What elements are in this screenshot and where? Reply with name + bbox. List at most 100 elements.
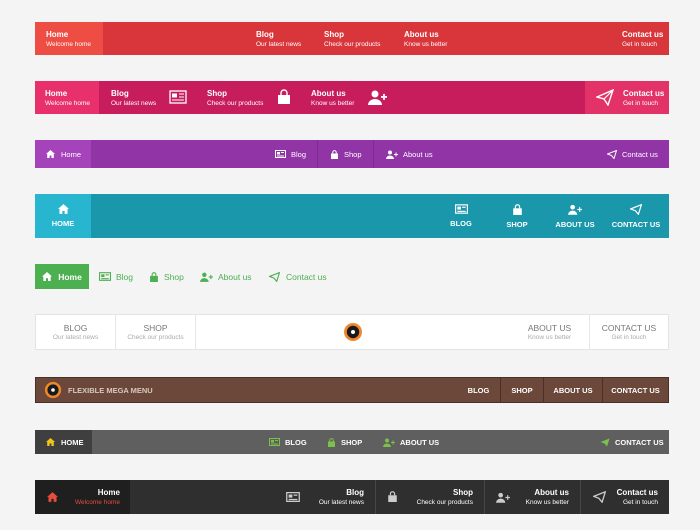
nav-item-about[interactable]: ABOUT US	[551, 194, 599, 238]
nav-item-shop[interactable]: Shop Check our products	[313, 22, 380, 55]
nav-item-shop[interactable]: Shop Check our products	[207, 81, 297, 114]
add-user-icon	[568, 204, 582, 215]
shopping-bag-icon	[149, 271, 159, 282]
nav-item-title: About us	[404, 30, 439, 39]
nav-item-title: SHOP	[506, 219, 528, 229]
logo-icon	[343, 322, 363, 342]
nav-item-subtitle: Welcome home	[74, 499, 120, 506]
nav-bar-pink: Home Welcome home Blog Our latest news S…	[35, 81, 669, 114]
nav-item-contact[interactable]: Contact us Get in touch	[580, 480, 669, 514]
nav-bar-teal: HOME BLOG SHOP ABOUT US CONTACT US	[35, 194, 669, 238]
nav-item-blog[interactable]: BLOG	[457, 378, 500, 402]
nav-item-title: Shop	[344, 149, 362, 159]
add-user-icon	[496, 492, 510, 503]
nav-item-about[interactable]: About us Know us better	[393, 22, 447, 55]
nav-item-contact[interactable]: Contact us Get in touch	[585, 81, 669, 114]
nav-item-title: About us	[403, 149, 433, 159]
brand[interactable]: FLEXIBLE MEGA MENU	[44, 378, 153, 402]
nav-item-title: Home	[61, 149, 82, 159]
newspaper-icon	[454, 204, 468, 214]
nav-item-home[interactable]: HOME	[35, 430, 92, 454]
nav-item-blog[interactable]: Blog Our latest news	[111, 81, 191, 114]
nav-item-contact[interactable]: CONTACT US	[602, 378, 668, 402]
nav-item-title: HOME	[51, 219, 75, 228]
nav-item-title: Contact us	[616, 488, 658, 497]
nav-item-subtitle: Check our products	[127, 333, 184, 341]
nav-item-subtitle: Know us better	[404, 41, 448, 48]
nav-item-title: Contact us	[622, 30, 664, 39]
nav-item-blog[interactable]: BLOG	[269, 430, 307, 454]
add-user-icon	[383, 438, 395, 447]
nav-item-shop[interactable]: Shop	[149, 264, 184, 289]
nav-item-blog[interactable]: BLOG Our latest news	[36, 315, 116, 349]
nav-item-title: ABOUT US	[553, 385, 593, 395]
nav-item-title: About us	[218, 271, 252, 282]
home-icon	[46, 150, 55, 158]
nav-item-title: About us	[534, 488, 569, 497]
brand-name: FLEXIBLE MEGA MENU	[68, 385, 153, 395]
nav-item-title: About us	[311, 89, 346, 98]
nav-bar-red: Home Welcome home Blog Our latest news S…	[35, 22, 669, 55]
nav-item-title: Blog	[346, 488, 364, 497]
nav-item-about[interactable]: ABOUT US	[383, 430, 439, 454]
nav-item-home[interactable]: Home Welcome home	[35, 81, 99, 114]
nav-item-shop[interactable]: SHOP	[327, 430, 362, 454]
home-icon	[46, 438, 55, 446]
add-user-icon	[200, 272, 213, 282]
nav-item-subtitle: Welcome home	[46, 41, 92, 48]
shopping-bag-icon	[327, 437, 336, 447]
newspaper-icon	[99, 272, 111, 281]
nav-item-shop[interactable]: SHOP	[501, 194, 533, 238]
nav-item-contact[interactable]: Contact us	[607, 140, 658, 168]
paper-plane-icon	[593, 491, 606, 503]
nav-item-about[interactable]: About us	[200, 264, 252, 289]
nav-item-subtitle: Check our products	[207, 100, 264, 107]
nav-item-home[interactable]: Home Welcome home	[35, 22, 103, 55]
nav-item-shop[interactable]: SHOP	[500, 378, 543, 402]
nav-item-title: ABOUT US	[555, 219, 595, 229]
nav-item-title: BLOG	[63, 322, 88, 333]
nav-item-blog[interactable]: Blog	[99, 264, 133, 289]
nav-item-title: HOME	[61, 437, 84, 447]
nav-bar-dark: Home Welcome home Blog Our latest news S…	[35, 480, 669, 514]
paper-plane-icon	[596, 89, 614, 106]
paper-plane-icon	[600, 438, 610, 447]
nav-item-contact[interactable]: Contact us	[269, 264, 327, 289]
add-user-icon	[368, 89, 388, 105]
nav-item-shop[interactable]: Shop	[317, 140, 373, 168]
nav-item-home[interactable]: Home	[35, 264, 89, 289]
nav-item-contact[interactable]: CONTACT US	[600, 430, 664, 454]
nav-item-subtitle: Our latest news	[111, 100, 157, 107]
nav-item-shop[interactable]: SHOP Check our products	[116, 315, 196, 349]
nav-item-title: BLOG	[285, 437, 307, 447]
nav-item-about[interactable]: ABOUT US	[543, 378, 602, 402]
nav-item-subtitle: Get in touch	[623, 100, 659, 107]
nav-item-about[interactable]: About us Know us better	[311, 81, 391, 114]
nav-item-about[interactable]: ABOUT US Know us better	[510, 315, 590, 349]
logo[interactable]	[342, 315, 364, 349]
nav-item-home[interactable]: HOME	[35, 194, 91, 238]
nav-item-blog[interactable]: Blog Our latest news	[283, 480, 375, 514]
nav-item-title: CONTACT US	[601, 322, 657, 333]
nav-item-about[interactable]: About us Know us better	[484, 480, 580, 514]
nav-item-title: Shop	[453, 488, 473, 497]
nav-item-title: Blog	[256, 30, 274, 39]
nav-item-home[interactable]: Home Welcome home	[35, 480, 130, 514]
nav-item-home[interactable]: Home	[35, 140, 91, 168]
nav-item-title: BLOG	[450, 219, 472, 228]
home-icon	[47, 492, 58, 502]
nav-item-contact[interactable]: CONTACT US Get in touch	[590, 315, 668, 349]
nav-item-title: Shop	[324, 30, 344, 39]
nav-item-shop[interactable]: Shop Check our products	[375, 480, 484, 514]
nav-item-blog[interactable]: Blog Our latest news	[245, 22, 301, 55]
nav-item-about[interactable]: About us	[373, 140, 453, 168]
nav-item-blog[interactable]: Blog	[267, 140, 317, 168]
nav-item-contact[interactable]: CONTACT US	[609, 194, 663, 238]
nav-item-blog[interactable]: BLOG	[445, 194, 477, 238]
nav-item-contact[interactable]: Contact us Get in touch	[611, 22, 663, 55]
nav-item-subtitle: Get in touch	[622, 499, 658, 506]
nav-item-title: Blog	[116, 271, 134, 282]
home-icon	[57, 204, 69, 214]
nav-bar-gray: HOME BLOG SHOP ABOUT US CONTACT US	[35, 430, 669, 454]
nav-item-subtitle: Get in touch	[622, 41, 658, 48]
